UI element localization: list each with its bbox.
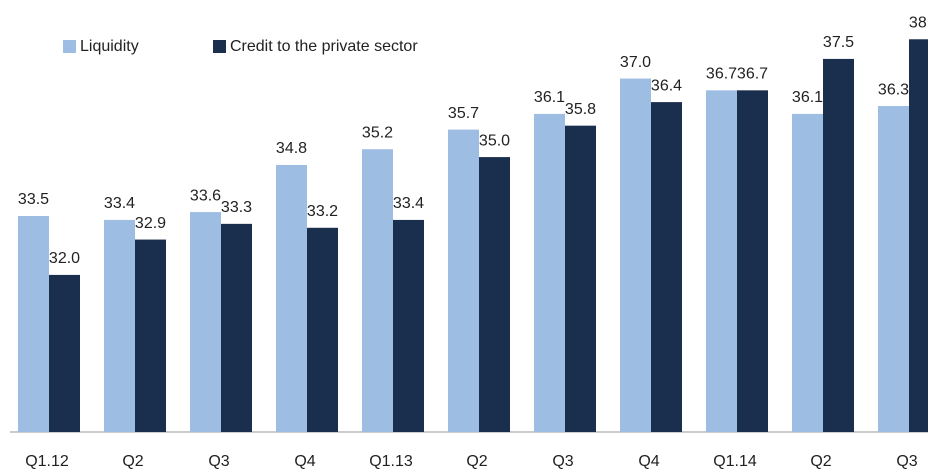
bar — [737, 90, 768, 432]
data-label: 33.4 — [393, 195, 424, 212]
legend-label: Liquidity — [80, 38, 139, 55]
bar — [909, 39, 928, 432]
bar — [49, 274, 80, 432]
data-label: 35.7 — [448, 105, 479, 122]
legend-label: Credit to the private sector — [230, 38, 418, 55]
bar — [135, 239, 166, 432]
bar — [18, 216, 49, 432]
data-label: 35.0 — [479, 132, 510, 149]
data-label: 36.7 — [737, 66, 768, 83]
data-label: 33.6 — [190, 187, 221, 204]
x-tick-label: Q4 — [294, 453, 315, 470]
data-label: 36.7 — [706, 66, 737, 83]
data-label: 38.0 — [909, 14, 928, 31]
x-tick-label: Q1.12 — [25, 453, 69, 470]
legend-swatch — [63, 40, 76, 53]
bar — [393, 219, 424, 432]
data-label: 35.8 — [565, 101, 596, 118]
x-tick-label: Q1.14 — [713, 453, 757, 470]
data-label: 32.0 — [49, 250, 80, 267]
data-label: 36.1 — [534, 89, 565, 106]
legend-swatch — [213, 40, 226, 53]
bar — [878, 106, 909, 432]
bar — [534, 113, 565, 433]
bar — [823, 58, 854, 433]
x-tick-label: Q2 — [122, 453, 143, 470]
data-label: 35.2 — [362, 124, 393, 141]
bar — [104, 219, 135, 432]
bar — [448, 129, 479, 432]
x-tick-label: Q4 — [638, 453, 659, 470]
bar — [221, 223, 252, 432]
data-label: 33.5 — [18, 191, 49, 208]
data-label: 32.9 — [135, 215, 166, 232]
x-tick-label: Q1.13 — [369, 453, 413, 470]
bar — [190, 212, 221, 432]
data-label: 37.0 — [620, 54, 651, 71]
data-label: 33.4 — [104, 195, 135, 212]
data-label: 33.2 — [307, 203, 338, 220]
bar — [620, 78, 651, 432]
data-label: 36.4 — [651, 77, 682, 94]
bar — [362, 149, 393, 432]
bar — [651, 102, 682, 432]
data-label: 37.5 — [823, 34, 854, 51]
bar — [565, 125, 596, 432]
data-label: 34.8 — [276, 140, 307, 157]
data-label: 33.3 — [221, 199, 252, 216]
bar — [706, 90, 737, 432]
bar — [307, 227, 338, 432]
x-tick-label: Q2 — [810, 453, 831, 470]
data-label: 36.1 — [792, 89, 823, 106]
x-tick-label: Q2 — [466, 453, 487, 470]
x-tick-label: Q3 — [552, 453, 573, 470]
x-tick-label: Q3 — [896, 453, 917, 470]
data-label: 36.3 — [878, 81, 909, 98]
bar — [276, 164, 307, 433]
bar — [792, 113, 823, 433]
x-tick-label: Q3 — [208, 453, 229, 470]
bar — [479, 157, 510, 432]
